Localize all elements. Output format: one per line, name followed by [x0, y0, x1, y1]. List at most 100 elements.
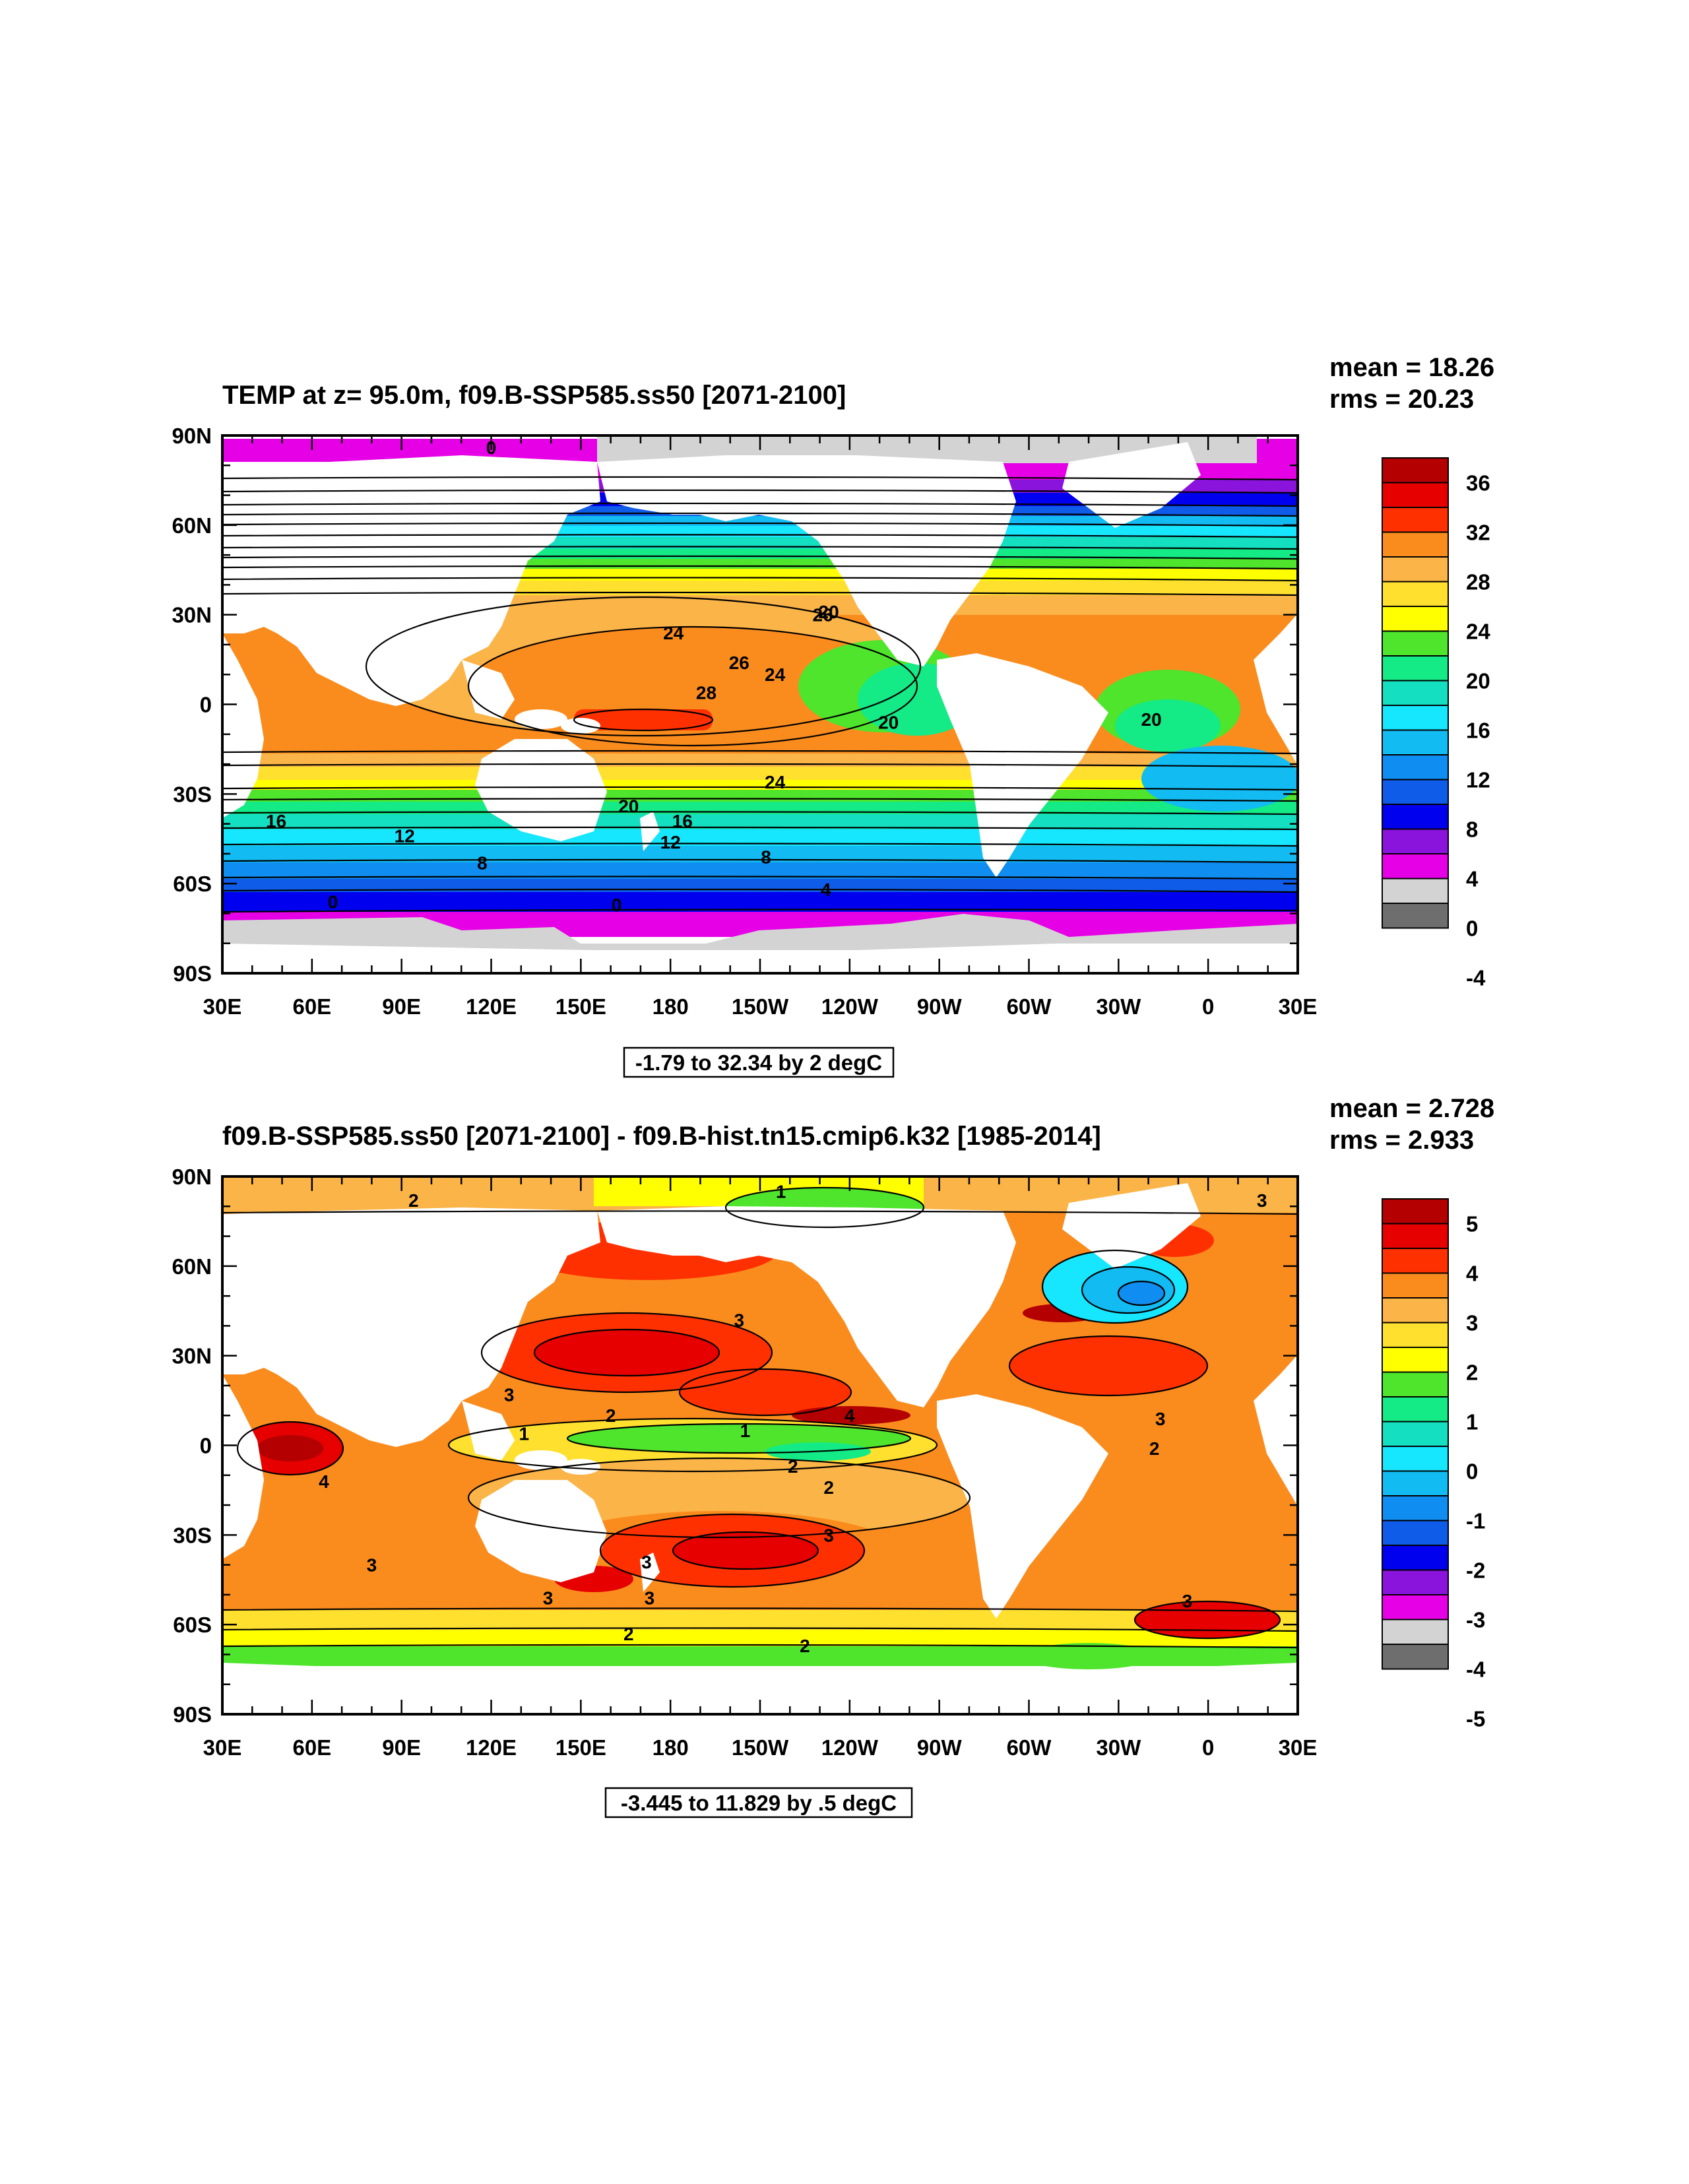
x-tick-label: 120W	[821, 1735, 879, 1760]
colorbar-swatch	[1382, 680, 1449, 706]
colorbar-swatch	[1382, 828, 1449, 854]
x-tick-label: 30E	[203, 994, 242, 1019]
contour-label: 3	[504, 1385, 515, 1405]
contour-label: 3	[734, 1310, 745, 1330]
contour-label: 8	[761, 847, 771, 867]
x-tick-label: 60E	[292, 1735, 331, 1760]
panel2-contours	[222, 1186, 1298, 1649]
x-tick-label: 0	[1202, 1735, 1214, 1760]
contour-label: 4	[319, 1471, 329, 1492]
colorbar-swatch	[1382, 878, 1449, 904]
contour-label: 26	[813, 605, 833, 626]
contour-label: 26	[729, 653, 749, 673]
colorbar-swatch	[1382, 1272, 1449, 1299]
colorbar-swatch	[1382, 754, 1449, 781]
colorbar-label: -1	[1466, 1509, 1485, 1533]
x-tick-label: 60E	[292, 994, 331, 1019]
contour-label: 3	[823, 1525, 834, 1545]
contour-label: 28	[696, 682, 717, 703]
x-tick-label: 120W	[821, 994, 879, 1019]
colorbar-label: -5	[1466, 1707, 1485, 1731]
x-tick-label: 150W	[732, 1735, 789, 1760]
panel1-colorbar: 36 32 28 24 20 16 12 8 4 0 -4	[1382, 457, 1490, 990]
colorbar-label: -2	[1466, 1558, 1485, 1583]
panel1-contours	[222, 476, 1298, 913]
colorbar-swatch	[1382, 1223, 1449, 1249]
colorbar-label: 4	[1466, 867, 1479, 891]
panel1-contour-labels: 0242620262428202024201616121288400	[266, 437, 1162, 915]
panel2-title: f09.B-SSP585.ss50 [2071-2100] - f09.B-hi…	[222, 1122, 1101, 1151]
x-tick-label: 150E	[556, 1735, 606, 1760]
colorbar-swatch	[1382, 507, 1449, 533]
contour-label: 2	[408, 1190, 419, 1211]
colorbar-swatch	[1382, 1396, 1449, 1423]
contour-label: 0	[612, 895, 622, 915]
colorbar-label: 32	[1466, 521, 1490, 545]
y-tick-label: 30N	[172, 603, 212, 627]
colorbar-swatch	[1382, 804, 1449, 830]
colorbar-label: 12	[1466, 768, 1490, 792]
colorbar-swatch	[1382, 1347, 1449, 1373]
colorbar-swatch	[1382, 1297, 1449, 1324]
colorbar-swatch	[1382, 1248, 1449, 1274]
contour-label: 20	[1141, 709, 1162, 730]
x-tick-label: 150W	[732, 994, 789, 1019]
contour-label: 2	[606, 1405, 616, 1426]
x-tick-label: 150E	[556, 994, 606, 1019]
colorbar-label: 1	[1466, 1410, 1478, 1434]
colorbar-swatch	[1382, 903, 1449, 929]
contour-label: 3	[641, 1552, 652, 1572]
contour-label: 24	[765, 664, 786, 685]
contour-label: 3	[543, 1588, 554, 1608]
contour-label: 16	[672, 811, 693, 831]
colorbar-swatch	[1382, 853, 1449, 880]
colorbar-swatch	[1382, 705, 1449, 731]
colorbar-swatch	[1382, 630, 1449, 657]
colorbar-label: 3	[1466, 1311, 1478, 1335]
x-tick-label: 90E	[382, 1735, 421, 1760]
panel2-colorbar: 5 4 3 2 1 0 -1 -2 -3 -4 -5	[1382, 1198, 1486, 1731]
colorbar-swatch	[1382, 729, 1449, 755]
x-tick-label: 30W	[1096, 1735, 1141, 1760]
y-tick-label: 60S	[173, 872, 212, 896]
x-tick-label: 120E	[466, 1735, 517, 1760]
contour-label: 4	[844, 1405, 855, 1426]
y-tick-label: 90S	[173, 1702, 212, 1727]
colorbar-label: -3	[1466, 1608, 1485, 1632]
y-tick-label: 30N	[172, 1344, 212, 1368]
colorbar-swatch	[1382, 556, 1449, 583]
colorbar-swatch	[1382, 581, 1449, 607]
colorbar-label: 5	[1466, 1212, 1478, 1237]
x-tick-label: 60W	[1007, 1735, 1052, 1760]
colorbar-swatch	[1382, 779, 1449, 805]
y-tick-label: 60N	[172, 1254, 212, 1279]
colorbar-swatch	[1382, 1545, 1449, 1571]
colorbar-swatch	[1382, 457, 1449, 484]
colorbar-swatch	[1382, 1322, 1449, 1348]
colorbar-label: 0	[1466, 916, 1478, 941]
colorbar-swatch	[1382, 1594, 1449, 1621]
contour-label: 2	[823, 1477, 834, 1498]
contour-label: 2	[623, 1624, 634, 1644]
panel1-axes: 30E 60E 90E 120E 150E 180 150W 120W 90W 60W 30W 0 30…	[172, 424, 1317, 1019]
colorbar-label: 0	[1466, 1460, 1478, 1484]
contour-label: 8	[477, 852, 488, 873]
colorbar-label: 36	[1466, 471, 1490, 496]
x-tick-label: 0	[1202, 994, 1214, 1019]
colorbar-swatch	[1382, 1198, 1449, 1225]
colorbar-label: -4	[1466, 1657, 1486, 1682]
colorbar-swatch	[1382, 1421, 1449, 1447]
contour-label: 24	[663, 623, 684, 643]
contour-label: 1	[519, 1423, 530, 1444]
contour-label: 12	[660, 832, 681, 852]
colorbar-swatch	[1382, 1495, 1449, 1522]
colorbar-swatch	[1382, 606, 1449, 632]
colorbar-label: 28	[1466, 570, 1490, 594]
colorbar-swatch	[1382, 655, 1449, 682]
contour-label: 4	[821, 880, 831, 900]
contour-label: 20	[618, 796, 639, 816]
x-tick-label: 30E	[1279, 1735, 1318, 1760]
panel-temperature: TEMP at z= 95.0m, f09.B-SSP585.ss50 [207…	[172, 353, 1494, 1078]
